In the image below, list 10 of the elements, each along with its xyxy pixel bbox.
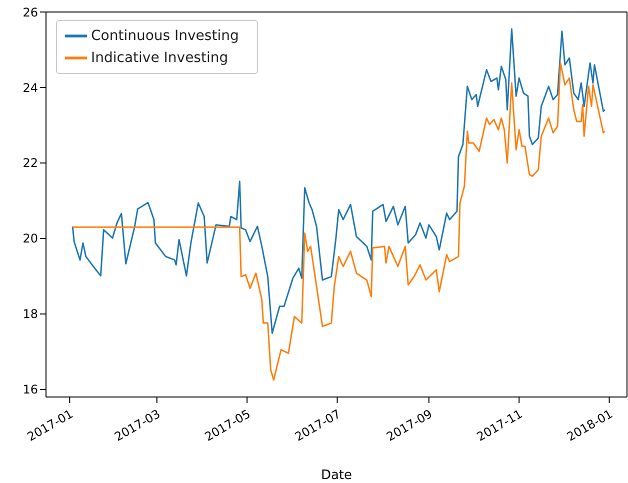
y-tick-label: 26	[22, 5, 38, 20]
y-tick-label: 18	[22, 307, 38, 322]
y-tick-label: 24	[22, 80, 38, 95]
y-tick-label: 20	[22, 232, 38, 246]
y-tick-label: 22	[22, 156, 38, 170]
legend-label: Continuous Investing	[91, 28, 239, 44]
y-tick-label: 16	[22, 382, 38, 397]
x-axis-title: Date	[320, 468, 352, 483]
legend-label: Indicative Investing	[91, 50, 228, 66]
line-series	[72, 28, 606, 334]
